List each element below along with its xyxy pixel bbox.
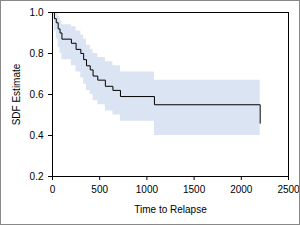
svg-text:2000: 2000 — [230, 184, 253, 195]
svg-text:SDF Estimate: SDF Estimate — [11, 63, 22, 125]
svg-text:1000: 1000 — [136, 184, 159, 195]
svg-text:0: 0 — [50, 184, 56, 195]
svg-text:0.8: 0.8 — [30, 48, 44, 59]
svg-text:1.0: 1.0 — [30, 7, 44, 18]
svg-text:Time to Relapse: Time to Relapse — [134, 204, 207, 215]
svg-text:1500: 1500 — [183, 184, 206, 195]
svg-text:2500: 2500 — [277, 184, 300, 195]
svg-text:0.6: 0.6 — [30, 89, 44, 100]
svg-text:0.4: 0.4 — [30, 130, 44, 141]
svg-text:500: 500 — [91, 184, 108, 195]
svg-text:0.2: 0.2 — [30, 171, 44, 182]
